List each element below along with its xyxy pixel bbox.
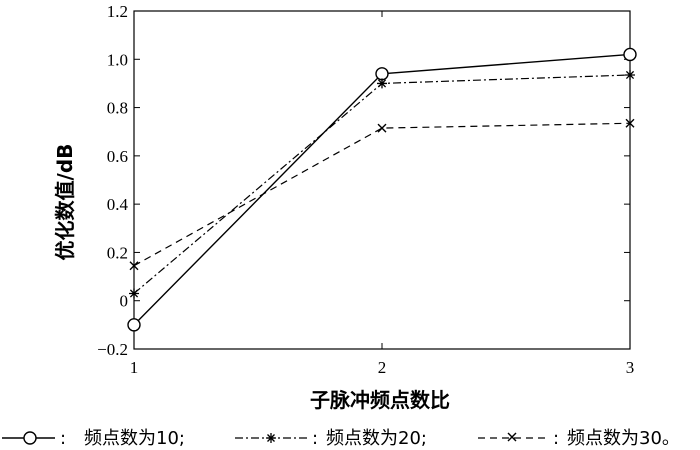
series-layer [127, 47, 637, 332]
series-1-point [127, 318, 141, 332]
legend: : 频点数为10; : 频点数为20; : 频点数为30。 [2, 428, 680, 449]
legend-item-series-3: : 频点数为30。 [478, 428, 680, 449]
series-1 [127, 47, 637, 332]
x-tick-label: 1 [130, 358, 139, 377]
series-2-line [133, 74, 631, 294]
legend-sep-series-1: : [60, 428, 66, 449]
legend-item-series-1: : 频点数为10; [2, 428, 185, 449]
series-1-line [133, 53, 631, 326]
series-1-point [623, 47, 637, 62]
legend-label-series-1: 频点数为10; [84, 428, 185, 449]
plot-frame [133, 10, 631, 350]
legend-label-series-2: 频点数为20; [326, 428, 427, 449]
y-tick-label: 0.2 [107, 243, 128, 262]
legend-marker-series-3 [507, 432, 517, 442]
y-tick-label: 0.8 [107, 99, 128, 118]
axes: −0.2 0 0.2 0.4 0.6 0.8 1.0 1.2 1 2 3 [97, 2, 634, 377]
series-2-point [625, 69, 635, 80]
series-3-point [625, 118, 635, 128]
series-3-point [377, 123, 387, 133]
y-tick-label: 0.4 [107, 195, 129, 214]
y-tick-label: 1.0 [107, 50, 128, 69]
y-tick-label: −0.2 [97, 340, 128, 359]
plot-area [133, 10, 631, 350]
y-tick-label: 0 [120, 292, 129, 311]
series-3 [129, 118, 635, 271]
series-1-point [375, 67, 389, 81]
legend-marker-series-1 [23, 431, 37, 445]
legend-sep-series-2: : [312, 428, 318, 449]
series-3-line [133, 122, 631, 267]
series-2 [129, 69, 635, 299]
legend-marker-series-2 [266, 433, 276, 443]
series-2-point [129, 288, 139, 299]
x-tick-label: 2 [378, 358, 387, 377]
legend-item-series-2: : 频点数为20; [235, 428, 427, 449]
x-axis-title: 子脉冲频点数比 [310, 388, 450, 412]
series-2-point [377, 78, 387, 89]
legend-sep-series-3: : [553, 428, 559, 449]
y-axis-title: 优化数值/dB [53, 144, 77, 261]
y-tick-label: 1.2 [107, 2, 128, 21]
y-tick-label: 0.6 [107, 147, 128, 166]
series-3-point [129, 261, 139, 271]
legend-label-series-3: 频点数为30。 [567, 428, 680, 449]
x-tick-label: 3 [626, 358, 635, 377]
